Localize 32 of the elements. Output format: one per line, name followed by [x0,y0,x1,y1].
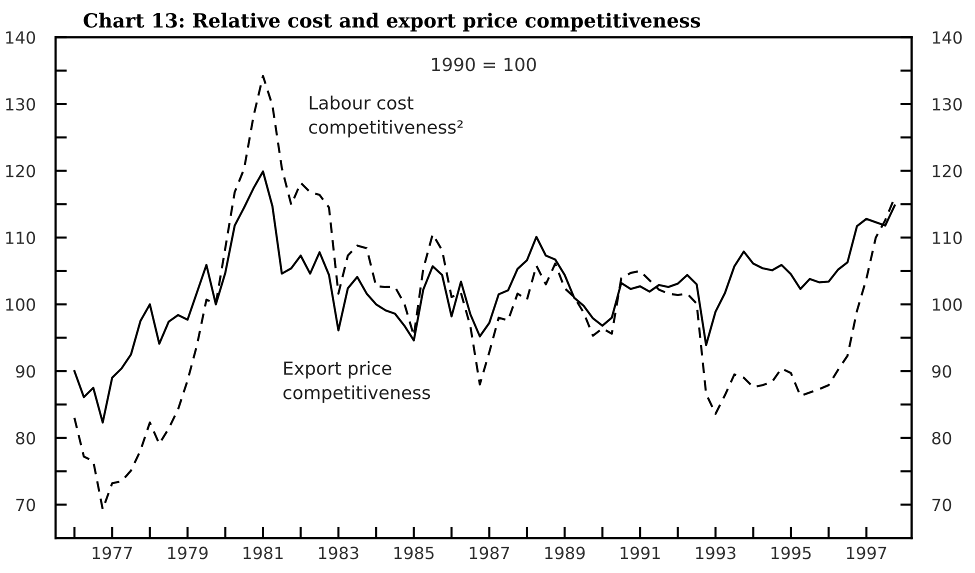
y-tick-label: 120 [6,164,36,178]
x-tick-label: 1983 [319,546,358,560]
y2-tick-label: 90 [932,365,952,378]
y2-tick-label: 100 [932,298,962,311]
x-tick-label: 1987 [470,546,510,560]
x-tick-label: 1989 [545,546,585,560]
y-tick-label: 90 [16,365,36,378]
x-tick-label: 1993 [696,546,736,560]
x-tick-label: 1985 [394,546,434,560]
y2-tick-label: 80 [932,432,952,444]
x-tick-label: 1997 [846,546,886,560]
y2-tick-label: 70 [932,498,952,512]
x-tick-label: 1979 [168,546,208,560]
y-tick-label: 70 [16,498,36,512]
series-label: Labour cost competitiveness² [309,96,463,138]
y2-tick-label: 110 [932,232,962,244]
x-tick-label: 1991 [620,546,660,560]
y2-tick-label: 130 [932,98,962,111]
y-tick-label: 130 [6,98,36,111]
y-tick-label: 140 [6,31,36,44]
x-tick-label: 1977 [92,546,132,560]
series-label: Export price competitiveness [283,361,430,403]
y-tick-label: 110 [6,232,36,244]
x-tick-label: 1995 [772,546,811,560]
y-tick-label: 100 [6,298,36,311]
annotation: 1990 = 100 [432,58,536,72]
x-tick-label: 1981 [244,546,283,560]
line-series [73,74,896,510]
y-tick-label: 80 [16,432,36,444]
chart-title: Chart 13: Relative cost and export price competitiveness [84,12,700,32]
y2-tick-label: 140 [932,31,962,44]
y2-tick-label: 120 [932,164,962,178]
